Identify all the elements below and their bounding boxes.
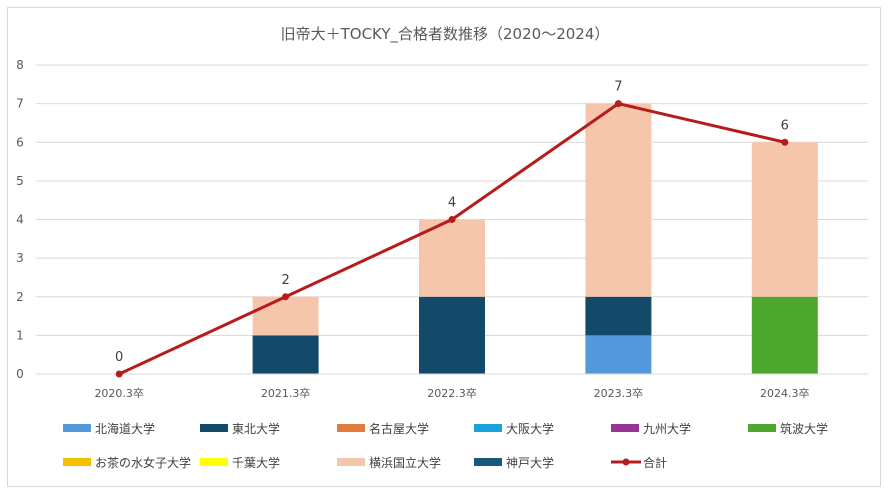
bars bbox=[252, 103, 818, 374]
legend-marker bbox=[622, 458, 630, 466]
legend-swatch bbox=[748, 424, 776, 432]
y-tick-label: 4 bbox=[16, 213, 24, 227]
y-tick-label: 2 bbox=[16, 290, 24, 304]
legend-swatch bbox=[337, 458, 365, 466]
data-label: 0 bbox=[115, 350, 123, 365]
bar-segment bbox=[252, 335, 319, 374]
legend-swatch bbox=[474, 458, 502, 466]
y-tick-label: 3 bbox=[16, 251, 24, 265]
bar-segment bbox=[419, 296, 485, 374]
bar-segment bbox=[585, 335, 652, 374]
y-axis: 0 1 2 3 4 5 6 7 8 bbox=[16, 58, 24, 381]
y-tick-label: 6 bbox=[16, 135, 24, 149]
legend-label: 神戸大学 bbox=[506, 455, 554, 470]
y-tick-label: 7 bbox=[16, 97, 24, 111]
legend-label: 筑波大学 bbox=[780, 421, 828, 436]
x-tick-label: 2021.3卒 bbox=[261, 386, 311, 400]
bar-segment bbox=[751, 142, 818, 297]
legend-item: 北海道大学 bbox=[63, 421, 155, 436]
total-point bbox=[282, 293, 290, 301]
x-axis: 2020.3卒 2021.3卒 2022.3卒 2023.3卒 2024.3卒 bbox=[94, 386, 809, 400]
legend-swatch bbox=[337, 424, 365, 432]
legend-item: お茶の水女子大学 bbox=[63, 455, 191, 470]
x-tick-label: 2023.3卒 bbox=[594, 386, 644, 400]
legend-label: 名古屋大学 bbox=[369, 421, 429, 436]
legend-item: 筑波大学 bbox=[748, 421, 828, 436]
total-line: 0 2 4 7 6 bbox=[115, 80, 789, 378]
legend-swatch bbox=[200, 458, 228, 466]
legend-item: 神戸大学 bbox=[474, 455, 554, 470]
bar-segment bbox=[585, 296, 652, 336]
x-tick-label: 2024.3卒 bbox=[760, 386, 810, 400]
legend-label: 北海道大学 bbox=[95, 421, 155, 436]
legend-label: 千葉大学 bbox=[232, 455, 280, 470]
y-tick-label: 1 bbox=[16, 328, 24, 342]
legend-item: 千葉大学 bbox=[200, 455, 280, 470]
bar-segment bbox=[751, 296, 818, 374]
y-tick-label: 0 bbox=[16, 367, 24, 381]
legend-label: 東北大学 bbox=[232, 421, 280, 436]
legend-label: 合計 bbox=[643, 455, 667, 470]
legend-swatch bbox=[63, 458, 91, 466]
data-label: 4 bbox=[448, 196, 456, 211]
bar-segment bbox=[419, 219, 485, 297]
legend-label: 九州大学 bbox=[643, 421, 691, 436]
legend-label: 大阪大学 bbox=[506, 421, 554, 436]
data-label: 2 bbox=[281, 273, 289, 288]
y-tick-label: 8 bbox=[16, 58, 24, 72]
legend-item: 東北大学 bbox=[200, 421, 280, 436]
total-point bbox=[115, 370, 123, 378]
y-tick-label: 5 bbox=[16, 174, 24, 188]
legend-item: 名古屋大学 bbox=[337, 421, 429, 436]
total-point bbox=[781, 138, 789, 146]
total-point bbox=[448, 216, 456, 223]
legend-swatch bbox=[63, 424, 91, 432]
bar-segment bbox=[585, 103, 652, 297]
legend-item: 合計 bbox=[611, 455, 667, 470]
bar-segment bbox=[252, 296, 319, 336]
legend-swatch bbox=[474, 424, 502, 432]
legend-swatch bbox=[200, 424, 228, 432]
legend-item: 横浜国立大学 bbox=[337, 455, 441, 470]
total-point bbox=[614, 100, 622, 108]
legend-item: 九州大学 bbox=[611, 421, 691, 436]
legend-swatch bbox=[611, 424, 639, 432]
x-tick-label: 2022.3卒 bbox=[427, 386, 477, 400]
x-tick-label: 2020.3卒 bbox=[94, 386, 144, 400]
legend-item: 大阪大学 bbox=[474, 421, 554, 436]
legend-label: お茶の水女子大学 bbox=[95, 455, 191, 470]
data-label: 6 bbox=[781, 118, 789, 133]
data-label: 7 bbox=[614, 80, 622, 95]
legend-label: 横浜国立大学 bbox=[369, 455, 441, 470]
chart-title: 旧帝大＋TOCKY_合格者数推移（2020～2024） bbox=[281, 25, 610, 44]
